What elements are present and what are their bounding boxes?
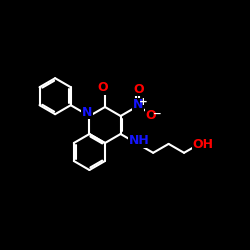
Text: O: O	[97, 82, 108, 94]
Text: NH: NH	[128, 134, 149, 147]
Text: N: N	[132, 98, 143, 111]
Text: N: N	[82, 106, 92, 119]
Text: +: +	[139, 96, 147, 106]
Text: O: O	[146, 109, 156, 122]
Text: OH: OH	[192, 138, 213, 151]
Text: O: O	[134, 83, 144, 96]
Text: −: −	[152, 109, 161, 119]
